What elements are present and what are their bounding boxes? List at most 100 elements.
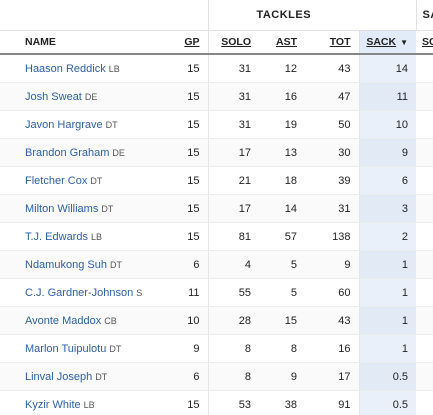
stat-cell-tot: 43: [305, 306, 360, 335]
stat-cell-ast: 13: [259, 138, 305, 167]
player-name-link[interactable]: T.J. Edwards: [25, 230, 88, 243]
player-position: LB: [90, 231, 102, 242]
stat-cell-solo: 28: [207, 306, 259, 335]
column-header-sack[interactable]: SACK ▼: [358, 30, 417, 55]
stat-cell-tot: 30: [305, 138, 360, 167]
player-name-link[interactable]: Avonte Maddox: [25, 314, 102, 327]
stat-cell-tot: 43: [305, 54, 360, 83]
stat-cell-gp: 15: [160, 390, 208, 415]
table-row: Marlon Tuipulotu DT 9 8 8 16 1: [0, 334, 433, 363]
stat-cell-sc: [416, 306, 433, 335]
player-position: DT: [109, 259, 122, 270]
table-row: Brandon Graham DE 15 17 13 30 9: [0, 138, 433, 167]
player-position: DT: [90, 175, 103, 186]
stat-cell-gp: 6: [160, 362, 208, 391]
player-name-link[interactable]: Javon Hargrave: [25, 118, 103, 131]
stat-cell-sack: 3: [358, 194, 417, 223]
stat-cell-tot: 17: [305, 362, 360, 391]
stat-cell-tot: 9: [305, 250, 360, 279]
stat-cell-solo: 31: [207, 82, 259, 111]
player-position: DT: [101, 203, 114, 214]
player-name-link[interactable]: Josh Sweat: [25, 90, 82, 103]
column-header-gp[interactable]: GP: [160, 30, 208, 55]
stat-cell-sack: 6: [358, 166, 417, 195]
player-cell: T.J. Edwards LB: [0, 222, 160, 251]
stat-cell-solo: 31: [207, 54, 259, 83]
column-header-tot[interactable]: TOT: [305, 30, 360, 55]
stat-cell-gp: 15: [160, 166, 208, 195]
stat-cell-ast: 8: [259, 334, 305, 363]
stat-cell-gp: 10: [160, 306, 208, 335]
stat-cell-gp: 6: [160, 250, 208, 279]
player-cell: Kyzir White LB: [0, 390, 160, 415]
table-row: Haason Reddick LB 15 31 12 43 14: [0, 54, 433, 83]
column-header-row: NAME GP SOLO AST TOT SACK ▼ SC: [0, 30, 433, 55]
stat-cell-ast: 18: [259, 166, 305, 195]
stat-cell-solo: 21: [207, 166, 259, 195]
player-name-link[interactable]: Haason Reddick: [25, 62, 106, 75]
player-name-link[interactable]: Kyzir White: [25, 398, 81, 411]
player-cell: Ndamukong Suh DT: [0, 250, 160, 279]
table-row: Linval Joseph DT 6 8 9 17 0.5: [0, 362, 433, 391]
table-row: Ndamukong Suh DT 6 4 5 9 1: [0, 250, 433, 279]
stat-cell-sc: [416, 278, 433, 307]
stat-cell-sack: 0.5: [358, 390, 417, 415]
stat-cell-sack: 10: [358, 110, 417, 139]
player-position: DT: [105, 119, 118, 130]
stat-cell-sc: [416, 138, 433, 167]
stat-cell-ast: 5: [259, 278, 305, 307]
stat-cell-sack: 2: [358, 222, 417, 251]
stat-cell-gp: 15: [160, 110, 208, 139]
stat-cell-sc: [416, 250, 433, 279]
stat-cell-sack: 9: [358, 138, 417, 167]
table-row: T.J. Edwards LB 15 81 57 138 2: [0, 222, 433, 251]
player-name-link[interactable]: Linval Joseph: [25, 370, 93, 383]
stat-cell-sack: 0.5: [358, 362, 417, 391]
column-header-sack-label: SACK: [366, 36, 397, 48]
stat-cell-sc: [416, 166, 433, 195]
player-position: S: [136, 287, 143, 298]
column-header-solo[interactable]: SOLO: [207, 30, 259, 55]
player-cell: Josh Sweat DE: [0, 82, 160, 111]
stat-cell-solo: 31: [207, 110, 259, 139]
stat-cell-tot: 91: [305, 390, 360, 415]
player-cell: Haason Reddick LB: [0, 54, 160, 83]
group-header-sacks: SA: [415, 0, 433, 31]
player-name-link[interactable]: Brandon Graham: [25, 146, 110, 159]
stat-cell-tot: 16: [305, 334, 360, 363]
group-header-blank: [160, 0, 208, 31]
player-name-link[interactable]: Milton Williams: [25, 202, 99, 215]
player-position: DT: [109, 343, 122, 354]
stat-cell-solo: 8: [207, 362, 259, 391]
player-name-link[interactable]: Fletcher Cox: [25, 174, 88, 187]
stat-cell-sc: [416, 82, 433, 111]
stat-cell-sack: 1: [358, 334, 417, 363]
player-position: LB: [108, 63, 120, 74]
column-header-ast[interactable]: AST: [259, 30, 305, 55]
stat-cell-tot: 138: [305, 222, 360, 251]
stat-cell-sack: 14: [358, 54, 417, 83]
stat-cell-gp: 15: [160, 194, 208, 223]
stat-cell-solo: 17: [207, 194, 259, 223]
stat-cell-sc: [416, 362, 433, 391]
stat-cell-solo: 4: [207, 250, 259, 279]
column-header-name: NAME: [0, 30, 160, 55]
player-position: CB: [104, 315, 117, 326]
stat-cell-tot: 50: [305, 110, 360, 139]
player-name-link[interactable]: Ndamukong Suh: [25, 258, 107, 271]
player-cell: Marlon Tuipulotu DT: [0, 334, 160, 363]
player-name-link[interactable]: Marlon Tuipulotu: [25, 342, 107, 355]
stat-cell-tot: 47: [305, 82, 360, 111]
column-header-sc[interactable]: SC: [416, 30, 433, 55]
stat-cell-tot: 60: [305, 278, 360, 307]
player-name-link[interactable]: C.J. Gardner-Johnson: [25, 286, 134, 299]
stat-cell-solo: 17: [207, 138, 259, 167]
table-row: Kyzir White LB 15 53 38 91 0.5: [0, 390, 433, 415]
player-cell: Brandon Graham DE: [0, 138, 160, 167]
stat-cell-ast: 38: [259, 390, 305, 415]
stat-cell-sack: 11: [358, 82, 417, 111]
stat-cell-gp: 11: [160, 278, 208, 307]
stats-table-body: Haason Reddick LB 15 31 12 43 14 Josh Sweat DE 15…: [0, 54, 433, 415]
stat-cell-ast: 9: [259, 362, 305, 391]
